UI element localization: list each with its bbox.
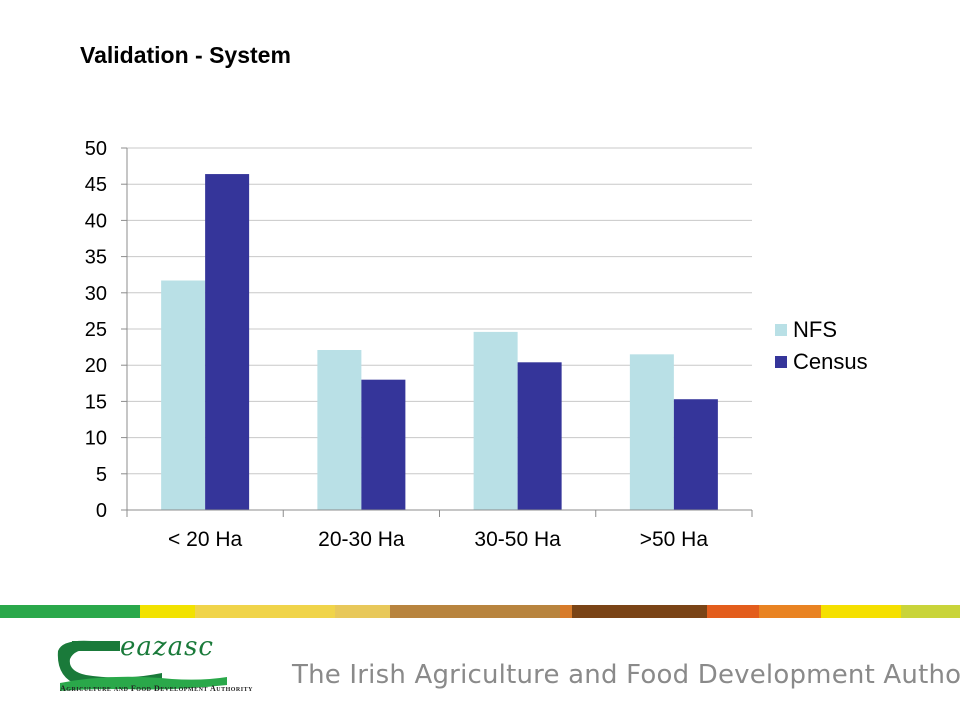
bar-census-3 bbox=[673, 399, 718, 510]
logo-subtitle: Agriculture and Food Development Authori… bbox=[60, 684, 253, 693]
x-tick-label: >50 Ha bbox=[640, 528, 709, 551]
bar-chart: 0 5 10 15 20 25 30 35 40 45 50 < 20 Ha 20-30 Ha 30-5… bbox=[85, 138, 753, 551]
x-tick-labels: < 20 Ha 20-30 Ha 30-50 Ha >50 Ha bbox=[168, 528, 708, 551]
bar-census-1 bbox=[361, 379, 406, 510]
legend-item-nfs: NFS bbox=[775, 314, 868, 346]
y-tick-label: 20 bbox=[85, 355, 107, 377]
slide-title: Validation - System bbox=[80, 42, 291, 68]
bar-nfs-1 bbox=[317, 349, 362, 510]
stripe-segment bbox=[901, 605, 960, 618]
bars bbox=[161, 174, 718, 510]
y-tick-label: 15 bbox=[85, 391, 107, 413]
bar-nfs-3 bbox=[629, 354, 674, 510]
bar-census-0 bbox=[205, 174, 250, 510]
y-tick-labels: 0 5 10 15 20 25 30 35 40 45 50 bbox=[85, 138, 107, 522]
x-tick-label: 30-50 Ha bbox=[474, 528, 561, 551]
y-tick-label: 10 bbox=[85, 428, 107, 450]
stripe-segment bbox=[707, 605, 759, 618]
y-tick-label: 0 bbox=[96, 500, 107, 522]
stripe-segment bbox=[560, 605, 572, 618]
teagasc-logo bbox=[57, 640, 227, 691]
y-tick-label: 35 bbox=[85, 247, 107, 269]
axes bbox=[121, 147, 753, 517]
y-tick-label: 40 bbox=[85, 210, 107, 232]
logo-wordmark: eazasc bbox=[120, 632, 214, 662]
y-tick-label: 25 bbox=[85, 319, 107, 341]
stripe-segment bbox=[759, 605, 821, 618]
legend: NFS Census bbox=[775, 314, 868, 378]
bar-nfs-0 bbox=[161, 280, 206, 510]
y-tick-label: 5 bbox=[96, 464, 107, 486]
legend-swatch-census bbox=[775, 356, 787, 368]
y-tick-label: 45 bbox=[85, 174, 107, 196]
stripe-segment bbox=[140, 605, 195, 618]
legend-item-census: Census bbox=[775, 346, 868, 378]
x-tick-label: 20-30 Ha bbox=[318, 528, 405, 551]
stripe-segment bbox=[821, 605, 901, 618]
stripe-segment bbox=[0, 605, 140, 618]
legend-label-census: Census bbox=[793, 349, 868, 374]
y-tick-label: 30 bbox=[85, 283, 107, 305]
bar-census-2 bbox=[517, 362, 562, 510]
footer-tagline: The Irish Agriculture and Food Developme… bbox=[292, 660, 960, 690]
stripe-segment bbox=[195, 605, 335, 618]
y-tick-label: 50 bbox=[85, 138, 107, 160]
stripe-segment bbox=[390, 605, 560, 618]
bar-nfs-2 bbox=[473, 331, 518, 510]
stripe-segment bbox=[335, 605, 390, 618]
legend-label-nfs: NFS bbox=[793, 317, 837, 342]
stripe-segment bbox=[572, 605, 707, 618]
x-tick-label: < 20 Ha bbox=[168, 528, 242, 551]
legend-swatch-nfs bbox=[775, 324, 787, 336]
